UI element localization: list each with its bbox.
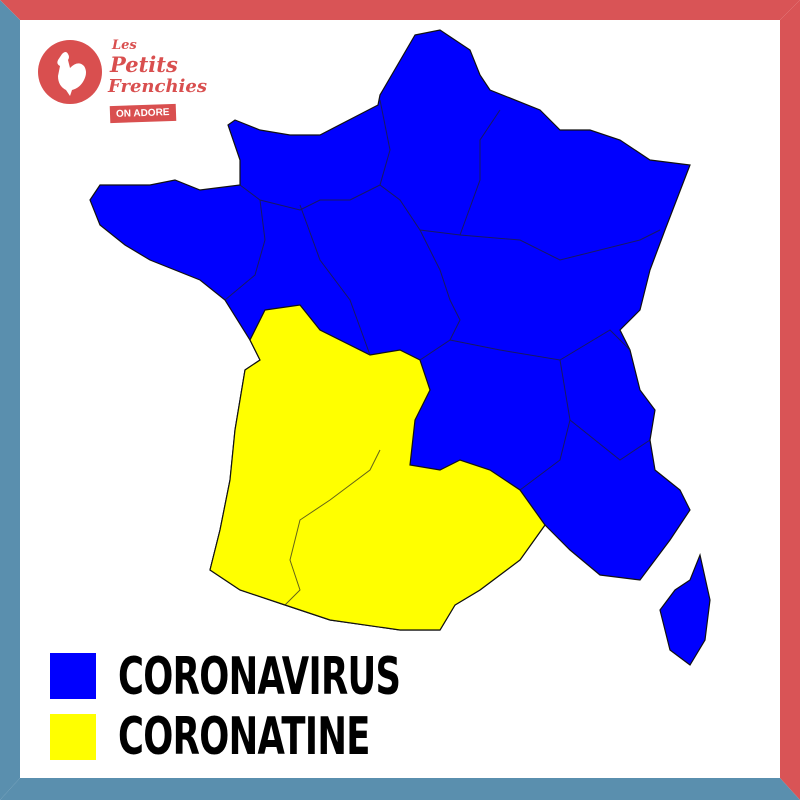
corsica xyxy=(659,552,711,666)
rooster-icon xyxy=(38,40,102,104)
legend-swatch-coronatine xyxy=(50,714,96,760)
logo-line2: Petits xyxy=(110,52,178,77)
region-borders xyxy=(224,99,661,606)
legend-label-coronatine: CORONATINE xyxy=(118,707,370,767)
legend-label-coronavirus: CORONAVIRUS xyxy=(118,647,401,707)
logo-line1: Les xyxy=(112,38,137,53)
logo-line3: Frenchies xyxy=(108,76,207,97)
legend-swatch-coronavirus xyxy=(50,653,96,699)
